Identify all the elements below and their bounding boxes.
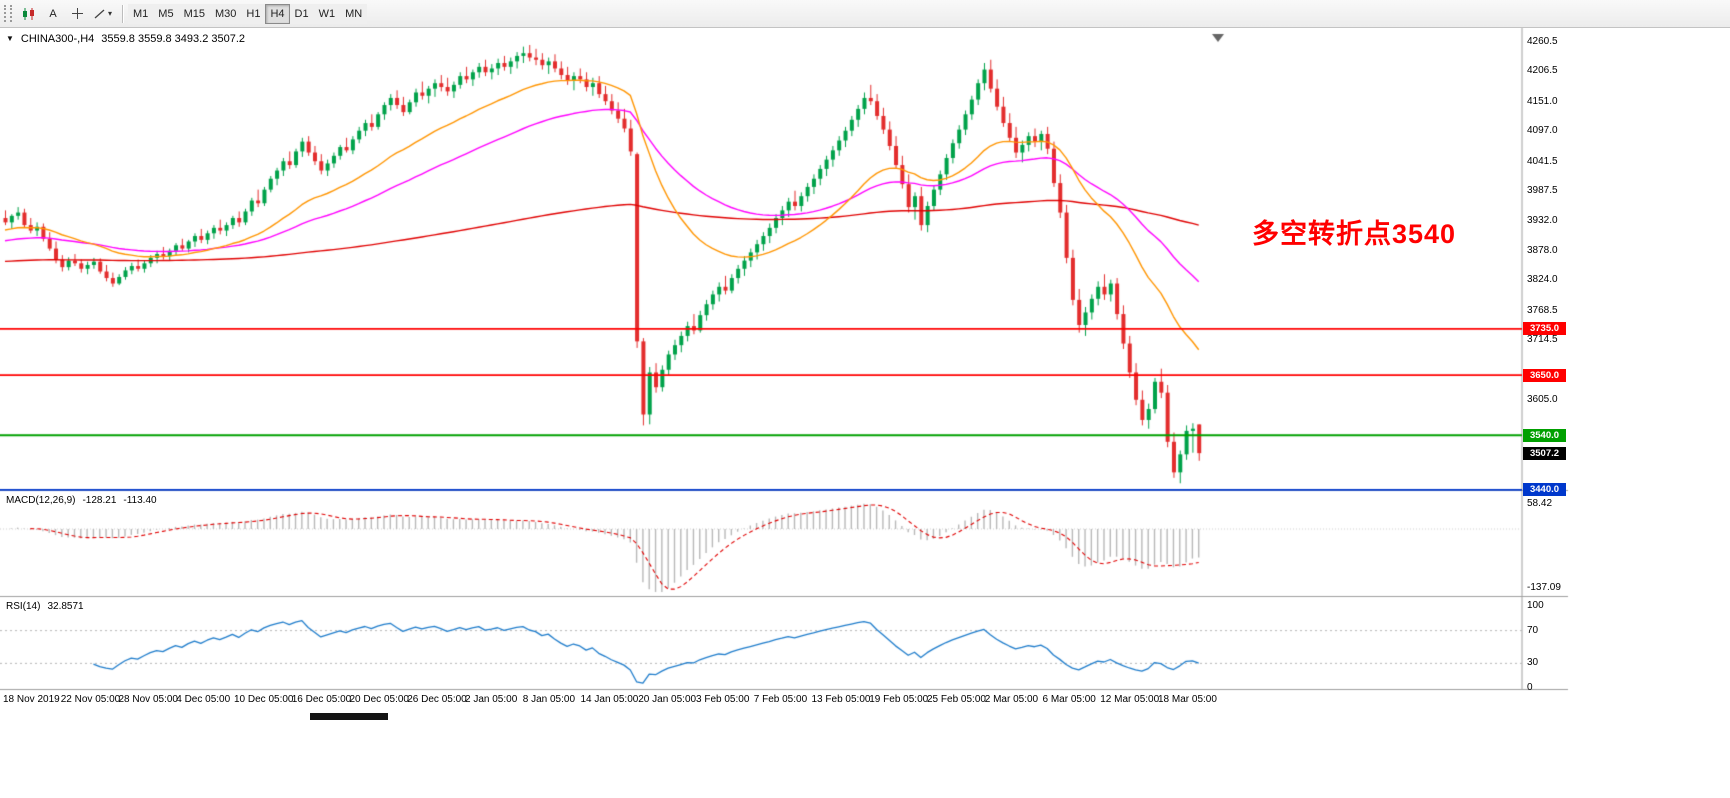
- time-tick: 16 Dec 05:00: [291, 694, 352, 705]
- timeframe-button-M5[interactable]: M5: [153, 3, 179, 24]
- time-tick: 19 Feb 05:00: [869, 694, 929, 705]
- timeframe-button-H1[interactable]: H1: [241, 3, 266, 24]
- toolbar-separator: [122, 4, 124, 23]
- macd-signal-value: -113.40: [123, 495, 157, 506]
- chevron-down-icon: ▾: [108, 9, 113, 18]
- price-tick: 3605.0: [1527, 393, 1558, 405]
- timeframe-button-MN[interactable]: MN: [340, 3, 368, 24]
- time-tick: 18 Mar 05:00: [1158, 694, 1217, 705]
- price-tick: 3714.5: [1527, 334, 1558, 345]
- time-tick: 25 Feb 05:00: [927, 694, 986, 705]
- macd-axis-tick: 58.42: [1527, 497, 1553, 509]
- price-tick: 4097.0: [1527, 125, 1558, 137]
- rsi-name: RSI(14): [6, 601, 41, 612]
- rsi-axis-tick: 30: [1527, 657, 1539, 669]
- chart-window: ▼ CHINA300-,H4 3559.8 3559.8 3493.2 3507…: [0, 28, 1730, 798]
- level-price-badge[interactable]: 3540.0: [1523, 428, 1566, 442]
- time-tick: 22 Nov 05:00: [60, 694, 121, 705]
- shapes-dropdown[interactable]: ▾: [90, 4, 116, 24]
- quick-trade-arrow-icon[interactable]: ▼: [6, 34, 14, 43]
- level-price-badge[interactable]: 3440.0: [1523, 483, 1566, 497]
- macd-name: MACD(12,26,9): [6, 495, 76, 506]
- timeframe-button-M15[interactable]: M15: [178, 3, 210, 24]
- price-tick: 3768.5: [1527, 304, 1558, 316]
- h-scrollbar-thumb[interactable]: [310, 713, 388, 720]
- time-tick: 13 Feb 05:00: [811, 694, 871, 705]
- macd-header: MACD(12,26,9) -128.21 -113.40: [6, 495, 157, 506]
- time-tick: 3 Feb 05:00: [696, 694, 750, 705]
- rsi-header: RSI(14) 32.8571: [6, 601, 84, 612]
- price-tick: 3878.0: [1527, 244, 1558, 256]
- timeframe-button-M1[interactable]: M1: [128, 3, 154, 24]
- time-tick: 26 Dec 05:00: [407, 694, 467, 705]
- time-tick: 12 Mar 05:00: [1100, 694, 1160, 705]
- rsi-value: 32.8571: [47, 601, 84, 612]
- time-tick: 10 Dec 05:00: [234, 694, 294, 705]
- price-tick: 3987.5: [1527, 185, 1558, 196]
- timeframe-button-H4[interactable]: H4: [265, 3, 290, 24]
- time-tick: 14 Jan 05:00: [580, 694, 639, 705]
- price-tick: 3932.0: [1527, 215, 1558, 227]
- toolbar: A ▾ M1 M5 M15 M30 H1 H4 D1 W1 MN: [0, 0, 1730, 28]
- time-tick: 8 Jan 05:00: [522, 694, 576, 705]
- chart-candles-icon[interactable]: [18, 4, 40, 24]
- macd-value: -128.21: [82, 495, 117, 506]
- level-price-badge[interactable]: 3735.0: [1523, 322, 1566, 336]
- annotation-text: 多空转折点3540: [1252, 219, 1457, 249]
- rsi-axis-tick: 0: [1527, 682, 1533, 693]
- price-tick: 4260.5: [1527, 36, 1558, 47]
- toolbar-grip[interactable]: [4, 5, 12, 22]
- time-tick: 2 Jan 05:00: [465, 694, 518, 705]
- ohlc-values: 3559.8 3559.8 3493.2 3507.2: [101, 33, 246, 45]
- timeframe-button-W1[interactable]: W1: [313, 3, 341, 24]
- timeframe-bar: M1 M5 M15 M30 H1 H4 D1 W1 MN: [128, 3, 368, 24]
- rsi-axis-tick: 70: [1527, 624, 1539, 636]
- current-price-badge: 3507.2: [1523, 446, 1566, 460]
- text-tool-button[interactable]: A: [42, 4, 64, 24]
- price-tick: 4041.5: [1527, 155, 1558, 167]
- level-price-badge[interactable]: 3650.0: [1523, 368, 1566, 382]
- time-tick: 7 Feb 05:00: [753, 694, 808, 705]
- price-tick: 4206.5: [1527, 65, 1558, 77]
- price-chart-canvas[interactable]: [0, 28, 1730, 798]
- timeframe-button-D1[interactable]: D1: [289, 3, 314, 24]
- symbol-period-label: CHINA300-,H4: [20, 33, 95, 45]
- time-tick: 18 Nov 2019: [3, 694, 60, 705]
- time-tick: 6 Mar 05:00: [1042, 694, 1096, 705]
- price-tick: 3824.0: [1527, 274, 1558, 286]
- chart-header: ▼ CHINA300-,H4 3559.8 3559.8 3493.2 3507…: [6, 33, 245, 45]
- time-tick: 28 Nov 05:00: [118, 694, 179, 705]
- timeframe-button-M30[interactable]: M30: [209, 3, 242, 24]
- rsi-axis-tick: 100: [1527, 600, 1544, 611]
- time-tick: 20 Jan 05:00: [638, 694, 697, 705]
- price-tick: 4151.0: [1527, 95, 1558, 107]
- time-tick: 2 Mar 05:00: [984, 694, 1039, 705]
- macd-axis-tick: -137.09: [1527, 581, 1561, 593]
- crosshair-tool-icon[interactable]: [66, 4, 88, 24]
- time-tick: 4 Dec 05:00: [176, 694, 231, 705]
- time-tick: 20 Dec 05:00: [349, 694, 410, 705]
